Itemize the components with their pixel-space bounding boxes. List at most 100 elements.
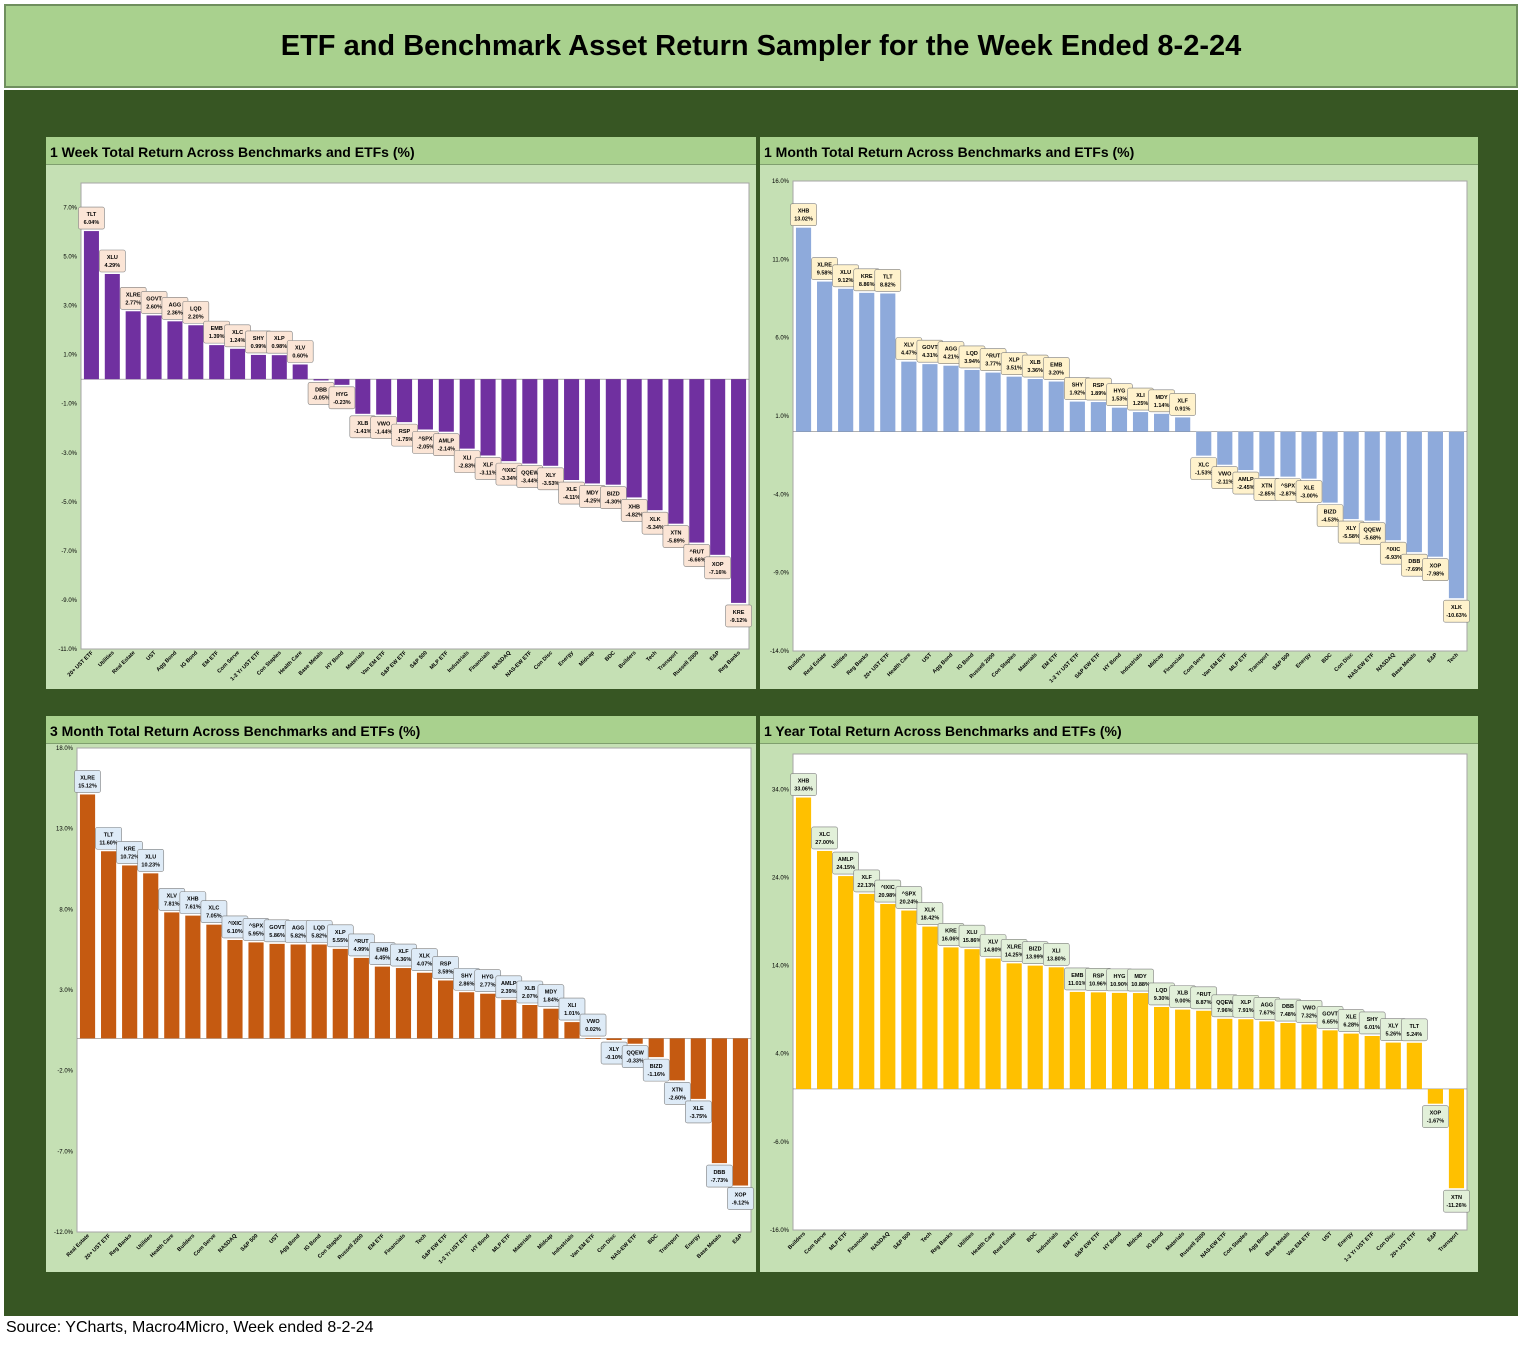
bar [543, 379, 559, 466]
data-label-box [725, 604, 752, 628]
ticker-label: ^SPX [418, 436, 433, 442]
value-label: -7.16% [709, 570, 727, 576]
value-label: -2.60% [669, 1095, 687, 1101]
ticker-label: XOP [1430, 1111, 1442, 1117]
category-label: IG Bond [303, 1233, 322, 1252]
data-label: DBB 7.48% [1274, 998, 1302, 1022]
value-label: 7.96% [1217, 1008, 1233, 1014]
data-label-box [137, 849, 165, 872]
category-label: Builders [787, 652, 807, 672]
category-label: Com Serve [193, 1233, 218, 1258]
bar [230, 348, 246, 380]
value-label: 7.32% [1301, 1013, 1317, 1019]
y-tick-label: 3.0% [59, 988, 73, 994]
bar [376, 379, 392, 415]
data-label: XLK 4.07% [411, 948, 438, 972]
value-label: -1.67% [1427, 1119, 1445, 1125]
ticker-label: XLF [1177, 398, 1188, 404]
data-label: XLU 10.23% [137, 849, 165, 872]
category-label: NASDAQ [870, 1231, 892, 1253]
data-label: XLY -5.58% [1337, 520, 1365, 544]
bar [501, 379, 517, 462]
ticker-label: XOP [712, 562, 724, 568]
category-label: Tech [1447, 652, 1460, 665]
ticker-label: EMB [1071, 973, 1083, 979]
data-label: MDY 10.88% [1127, 968, 1154, 992]
data-label: XOP -1.67% [1422, 1105, 1449, 1128]
ticker-label: ^RUT [986, 354, 1001, 360]
category-label: S&P 500 [893, 1231, 913, 1251]
value-label: 11.01% [1068, 981, 1086, 987]
value-label: 10.72% [120, 854, 139, 860]
bar [1048, 967, 1064, 1089]
data-label: AGG 7.67% [1253, 997, 1281, 1020]
bar [1175, 1009, 1191, 1089]
bar [480, 379, 496, 456]
data-label: XLV 14.80% [979, 934, 1007, 957]
data-label: AMLP 24.15% [832, 851, 859, 875]
y-tick-label: -5.0% [61, 500, 77, 506]
data-label: XHB 7.61% [179, 891, 207, 914]
ticker-label: RSP [1093, 973, 1105, 979]
y-tick-label: -12.0% [54, 1230, 74, 1236]
ticker-label: RSP [1093, 383, 1105, 389]
value-label: 2.20% [188, 314, 204, 320]
value-label: 6.10% [227, 929, 243, 935]
data-label-box [916, 902, 944, 925]
bar [943, 365, 959, 432]
bar [732, 1038, 749, 1186]
value-label: 1.01% [564, 1011, 580, 1017]
ticker-label: XTN [1451, 1195, 1462, 1201]
bar [1217, 431, 1233, 465]
data-label: XLY 5.26% [1379, 1018, 1407, 1041]
data-label: XLK -10.63% [1443, 599, 1470, 623]
source-note: Source: YCharts, Macro4Micro, Week ended… [6, 1319, 374, 1336]
data-label-box [1422, 1105, 1449, 1128]
bar [188, 325, 204, 380]
bar [311, 944, 327, 1039]
bar [269, 943, 285, 1039]
ticker-label: XLC [1198, 463, 1209, 469]
data-label: RSP 3.59% [432, 956, 459, 979]
value-label: -3.44% [521, 479, 539, 485]
data-label: XLF -3.11% [474, 457, 502, 480]
bar [1111, 407, 1128, 432]
data-label-box [537, 467, 564, 491]
value-label: 2.39% [501, 989, 517, 995]
ticker-label: XLI [1052, 948, 1061, 954]
bar [146, 315, 162, 380]
bar [271, 355, 287, 380]
ticker-label: XLV [295, 345, 306, 351]
category-label: Utilities [136, 1233, 154, 1251]
ticker-label: HYG [1114, 974, 1126, 980]
ticker-label: DBB [1408, 559, 1420, 565]
ticker-label: XLRE [80, 775, 95, 781]
ticker-label: QQEW [626, 1051, 644, 1057]
ticker-label: XHB [187, 897, 199, 903]
value-label: 13.02% [794, 217, 813, 223]
category-label: NASDAQ [217, 1233, 239, 1255]
value-label: 4.29% [105, 263, 121, 269]
category-label: Con Disc [1376, 1231, 1397, 1252]
value-label: 5.86% [269, 933, 285, 939]
value-label: -1.53% [1195, 471, 1213, 477]
bar [838, 876, 854, 1089]
ticker-label: XLI [463, 456, 472, 462]
value-label: -5.68% [1364, 536, 1382, 542]
ticker-label: MDY [586, 490, 599, 496]
category-label: S&P 500 [1272, 652, 1292, 672]
category-label: Financials [847, 1231, 870, 1254]
bar [1154, 413, 1170, 432]
value-label: -0.23% [333, 400, 351, 406]
data-label: ^IXIC 20.98% [874, 879, 902, 903]
bar [817, 281, 833, 432]
bar [626, 379, 642, 498]
bar [1006, 963, 1022, 1089]
ticker-label: XTN [670, 531, 681, 537]
y-tick-label: -14.0% [770, 649, 790, 655]
ticker-label: XOP [1430, 564, 1442, 570]
ticker-label: XLV [167, 893, 178, 899]
data-label: DBB -7.73% [706, 1164, 733, 1188]
value-label: -5.34% [646, 525, 664, 531]
value-label: 14.25% [1005, 952, 1024, 958]
